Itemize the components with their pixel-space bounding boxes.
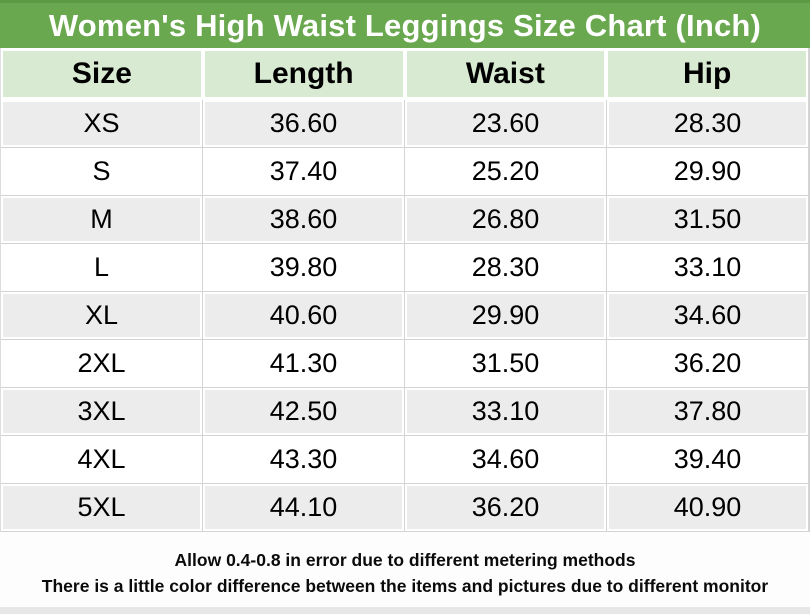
hip-cell: 36.20 — [607, 340, 808, 387]
hip-cell: 33.10 — [607, 244, 808, 291]
length-cell: 42.50 — [203, 388, 404, 435]
waist-cell: 31.50 — [405, 340, 606, 387]
hip-cell: 28.30 — [607, 100, 808, 147]
length-cell: 44.10 — [203, 484, 404, 531]
header-size: Size — [3, 51, 201, 97]
waist-cell: 29.90 — [405, 292, 606, 339]
size-cell: 5XL — [1, 484, 202, 531]
hip-cell: 37.80 — [607, 388, 808, 435]
hip-cell: 31.50 — [607, 196, 808, 243]
size-cell: M — [1, 196, 202, 243]
size-table-body: XS 36.60 23.60 28.30 S 37.40 25.20 29.90 M 38.60 2… — [0, 100, 810, 532]
waist-cell: 34.60 — [405, 436, 606, 483]
size-cell: S — [1, 148, 202, 195]
length-cell: 37.40 — [203, 148, 404, 195]
length-cell: 38.60 — [203, 196, 404, 243]
waist-cell: 23.60 — [405, 100, 606, 147]
header-length: Length — [204, 51, 403, 97]
hip-cell: 29.90 — [607, 148, 808, 195]
length-cell: 36.60 — [203, 100, 404, 147]
waist-cell: 26.80 — [405, 196, 606, 243]
length-cell: 41.30 — [203, 340, 404, 387]
size-cell: 2XL — [1, 340, 202, 387]
waist-cell: 36.20 — [405, 484, 606, 531]
chart-title-bar: Women's High Waist Leggings Size Chart (… — [0, 0, 810, 48]
size-cell: XS — [1, 100, 202, 147]
length-cell: 40.60 — [203, 292, 404, 339]
waist-cell: 25.20 — [405, 148, 606, 195]
footer-notes: Allow 0.4-0.8 in error due to different … — [0, 532, 810, 614]
header-waist: Waist — [406, 51, 605, 97]
size-cell: L — [1, 244, 202, 291]
hip-cell: 39.40 — [607, 436, 808, 483]
note-metering-error: Allow 0.4-0.8 in error due to different … — [174, 550, 636, 570]
size-cell: XL — [1, 292, 202, 339]
header-hip: Hip — [608, 51, 806, 97]
note-color-difference: There is a little color difference betwe… — [41, 576, 769, 596]
waist-cell: 28.30 — [405, 244, 606, 291]
size-table-header: Size Length Waist Hip — [0, 48, 810, 100]
chart-title: Women's High Waist Leggings Size Chart (… — [48, 7, 762, 43]
hip-cell: 34.60 — [607, 292, 808, 339]
size-cell: 4XL — [1, 436, 202, 483]
hip-cell: 40.90 — [607, 484, 808, 531]
bottom-strip — [0, 607, 810, 614]
waist-cell: 33.10 — [405, 388, 606, 435]
size-cell: 3XL — [1, 388, 202, 435]
length-cell: 43.30 — [203, 436, 404, 483]
length-cell: 39.80 — [203, 244, 404, 291]
